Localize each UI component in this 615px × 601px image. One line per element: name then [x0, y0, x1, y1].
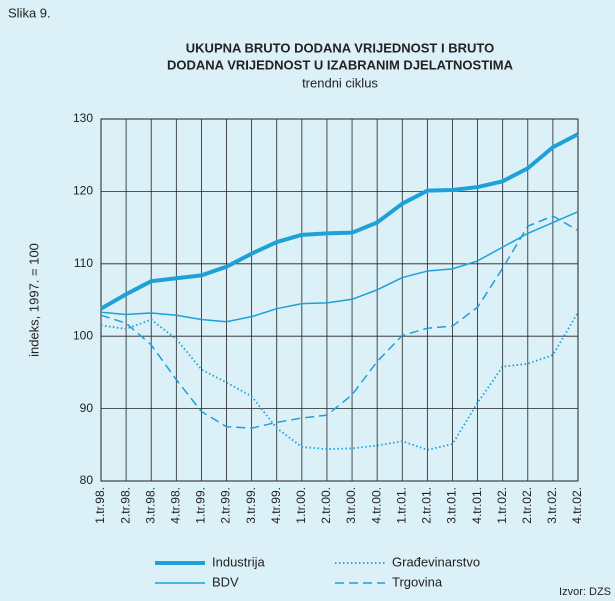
legend-label: Građevinarstvo [392, 554, 480, 569]
x-tick-label: 1.tr.00. [294, 487, 308, 524]
x-tick-label: 4.tr.02. [570, 487, 584, 524]
x-tick-label: 1.tr.98. [93, 487, 107, 524]
x-tick-label: 2.tr.01. [420, 487, 434, 524]
y-tick-label: 130 [73, 111, 93, 125]
legend-label: Industrija [212, 554, 266, 569]
line-series [100, 210, 579, 323]
x-tick-label: 3.tr.00. [344, 487, 358, 524]
x-tick-label: 4.tr.99. [269, 487, 283, 524]
x-tick-label: 3.tr.02. [545, 487, 559, 524]
x-tick-label: 3.tr.99. [244, 487, 258, 524]
x-tick-label: 2.tr.00. [319, 487, 333, 524]
x-tick-label: 4.tr.98. [168, 487, 182, 524]
chart-subtitle: trendni ciklus [302, 75, 378, 90]
y-tick-label: 80 [80, 473, 94, 487]
chart-title: DODANA VRIJEDNOST U IZABRANIM DJELATNOST… [167, 57, 514, 72]
y-tick-label: 110 [74, 256, 93, 270]
x-tick-label: 1.tr.02. [495, 487, 509, 524]
x-tick-label: 4.tr.01. [470, 487, 484, 524]
x-tick-label: 3.tr.01. [445, 487, 459, 524]
chart-title: UKUPNA BRUTO DODANA VRIJEDNOST I BRUTO [186, 40, 494, 55]
source: Izvor: DZS [559, 586, 611, 598]
x-tick-label: 1.tr.01. [394, 487, 408, 524]
line-series [100, 215, 579, 429]
y-tick-label: 100 [73, 328, 93, 342]
x-tick-label: 3.tr.98. [143, 487, 157, 524]
y-tick-label: 120 [73, 184, 93, 198]
y-axis-label: indeks, 1997. = 100 [26, 243, 41, 357]
x-tick-label: 2.tr.02. [520, 487, 534, 524]
x-tick-label: 1.tr.99. [194, 487, 208, 524]
line-series [100, 132, 579, 311]
legend-label: BDV [212, 574, 239, 589]
figure-label: Slika 9. [8, 5, 51, 20]
y-tick-label: 90 [80, 401, 94, 415]
legend-label: Trgovina [392, 574, 443, 589]
x-tick-label: 2.tr.99. [219, 487, 233, 524]
x-tick-label: 4.tr.00. [369, 487, 383, 524]
x-tick-label: 2.tr.98. [118, 487, 132, 524]
